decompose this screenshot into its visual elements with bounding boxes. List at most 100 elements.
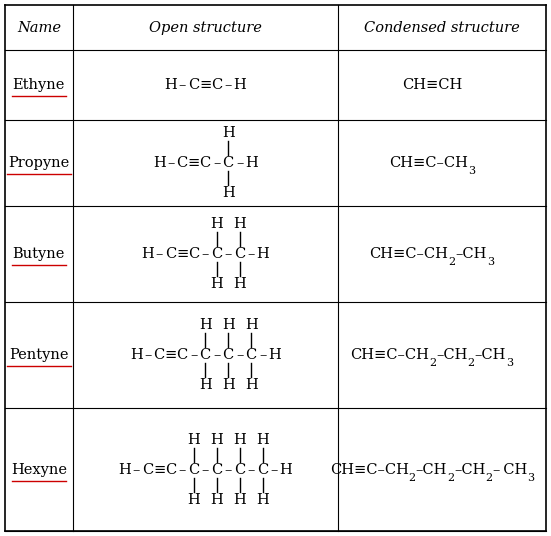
Text: CH≡CH: CH≡CH	[402, 78, 462, 92]
Text: Butyne: Butyne	[13, 247, 65, 261]
Text: Open structure: Open structure	[149, 20, 262, 34]
Text: H: H	[245, 318, 257, 332]
Text: Pentyne: Pentyne	[9, 348, 68, 362]
Text: C: C	[199, 348, 211, 362]
Text: C: C	[188, 247, 199, 261]
Text: C: C	[211, 247, 222, 261]
Text: C: C	[188, 463, 199, 477]
Text: Name: Name	[17, 20, 61, 34]
Text: H: H	[233, 78, 246, 92]
Text: ≡: ≡	[153, 463, 165, 477]
Text: –: –	[179, 78, 186, 92]
Text: H: H	[222, 186, 235, 200]
Text: C: C	[165, 247, 176, 261]
Text: H: H	[187, 433, 200, 446]
Text: H: H	[118, 463, 131, 477]
Text: H: H	[233, 277, 246, 291]
Text: C: C	[176, 156, 188, 170]
Text: – CH: – CH	[493, 463, 527, 477]
Text: –: –	[213, 156, 220, 170]
Text: C: C	[176, 348, 188, 362]
Text: H: H	[141, 247, 154, 261]
Text: H: H	[210, 493, 223, 507]
Text: Hexyne: Hexyne	[11, 463, 67, 477]
Text: ≡: ≡	[176, 247, 188, 261]
Text: H: H	[199, 318, 212, 332]
Text: CH≡C–CH: CH≡C–CH	[350, 348, 429, 362]
Text: –: –	[132, 463, 140, 477]
Text: H: H	[222, 126, 235, 140]
Text: ≡: ≡	[165, 348, 177, 362]
Text: –: –	[247, 463, 255, 477]
Text: CH≡C–CH: CH≡C–CH	[329, 463, 408, 477]
Text: H: H	[268, 348, 280, 362]
Text: H: H	[164, 78, 177, 92]
Text: –: –	[247, 247, 255, 261]
Text: C: C	[211, 463, 222, 477]
Text: H: H	[233, 433, 246, 446]
Text: –CH: –CH	[454, 463, 485, 477]
Text: H: H	[222, 318, 235, 332]
Text: C: C	[223, 348, 234, 362]
Text: H: H	[279, 463, 292, 477]
Text: C: C	[188, 78, 199, 92]
Text: C: C	[246, 348, 257, 362]
Text: –: –	[271, 463, 278, 477]
Text: C: C	[211, 78, 222, 92]
Text: C: C	[142, 463, 153, 477]
Text: C: C	[199, 156, 211, 170]
Text: –: –	[144, 348, 152, 362]
Text: H: H	[187, 493, 200, 507]
Text: 2: 2	[447, 473, 454, 482]
Text: 2: 2	[408, 473, 415, 482]
Text: –: –	[236, 348, 244, 362]
Text: Condensed structure: Condensed structure	[364, 20, 520, 34]
Text: 3: 3	[527, 473, 534, 482]
Text: –CH: –CH	[436, 348, 468, 362]
Text: –: –	[224, 78, 232, 92]
Text: H: H	[256, 433, 269, 446]
Text: H: H	[210, 217, 223, 231]
Text: C: C	[165, 463, 176, 477]
Text: –: –	[179, 463, 186, 477]
Text: H: H	[233, 493, 246, 507]
Text: –: –	[202, 463, 209, 477]
Text: H: H	[130, 348, 143, 362]
Text: H: H	[256, 247, 269, 261]
Text: –: –	[259, 348, 266, 362]
Text: C: C	[234, 247, 245, 261]
Text: 3: 3	[468, 166, 475, 176]
Text: –: –	[224, 247, 232, 261]
Text: H: H	[153, 156, 165, 170]
Text: –: –	[167, 156, 174, 170]
Text: H: H	[256, 493, 269, 507]
Text: Propyne: Propyne	[8, 156, 69, 170]
Text: C: C	[154, 348, 165, 362]
Text: CH≡C–CH: CH≡C–CH	[370, 247, 449, 261]
Text: –: –	[155, 247, 163, 261]
Text: 2: 2	[468, 358, 475, 368]
Text: C: C	[234, 463, 245, 477]
Text: H: H	[233, 217, 246, 231]
Text: Ethyne: Ethyne	[13, 78, 65, 92]
Text: H: H	[245, 156, 257, 170]
Text: H: H	[222, 378, 235, 392]
Text: –: –	[213, 348, 220, 362]
Text: –CH: –CH	[475, 348, 506, 362]
Text: –: –	[190, 348, 197, 362]
Text: H: H	[245, 378, 257, 392]
Text: 2: 2	[449, 257, 456, 267]
Text: –CH: –CH	[456, 247, 487, 261]
Text: C: C	[223, 156, 234, 170]
Text: –CH: –CH	[415, 463, 447, 477]
Text: CH≡C–CH: CH≡C–CH	[389, 156, 468, 170]
Text: –: –	[224, 463, 232, 477]
Text: ≡: ≡	[199, 78, 211, 92]
Text: H: H	[199, 378, 212, 392]
Text: H: H	[210, 277, 223, 291]
Text: 3: 3	[487, 257, 494, 267]
Text: C: C	[257, 463, 268, 477]
Text: –: –	[202, 247, 209, 261]
Text: 2: 2	[485, 473, 493, 482]
Text: H: H	[210, 433, 223, 446]
